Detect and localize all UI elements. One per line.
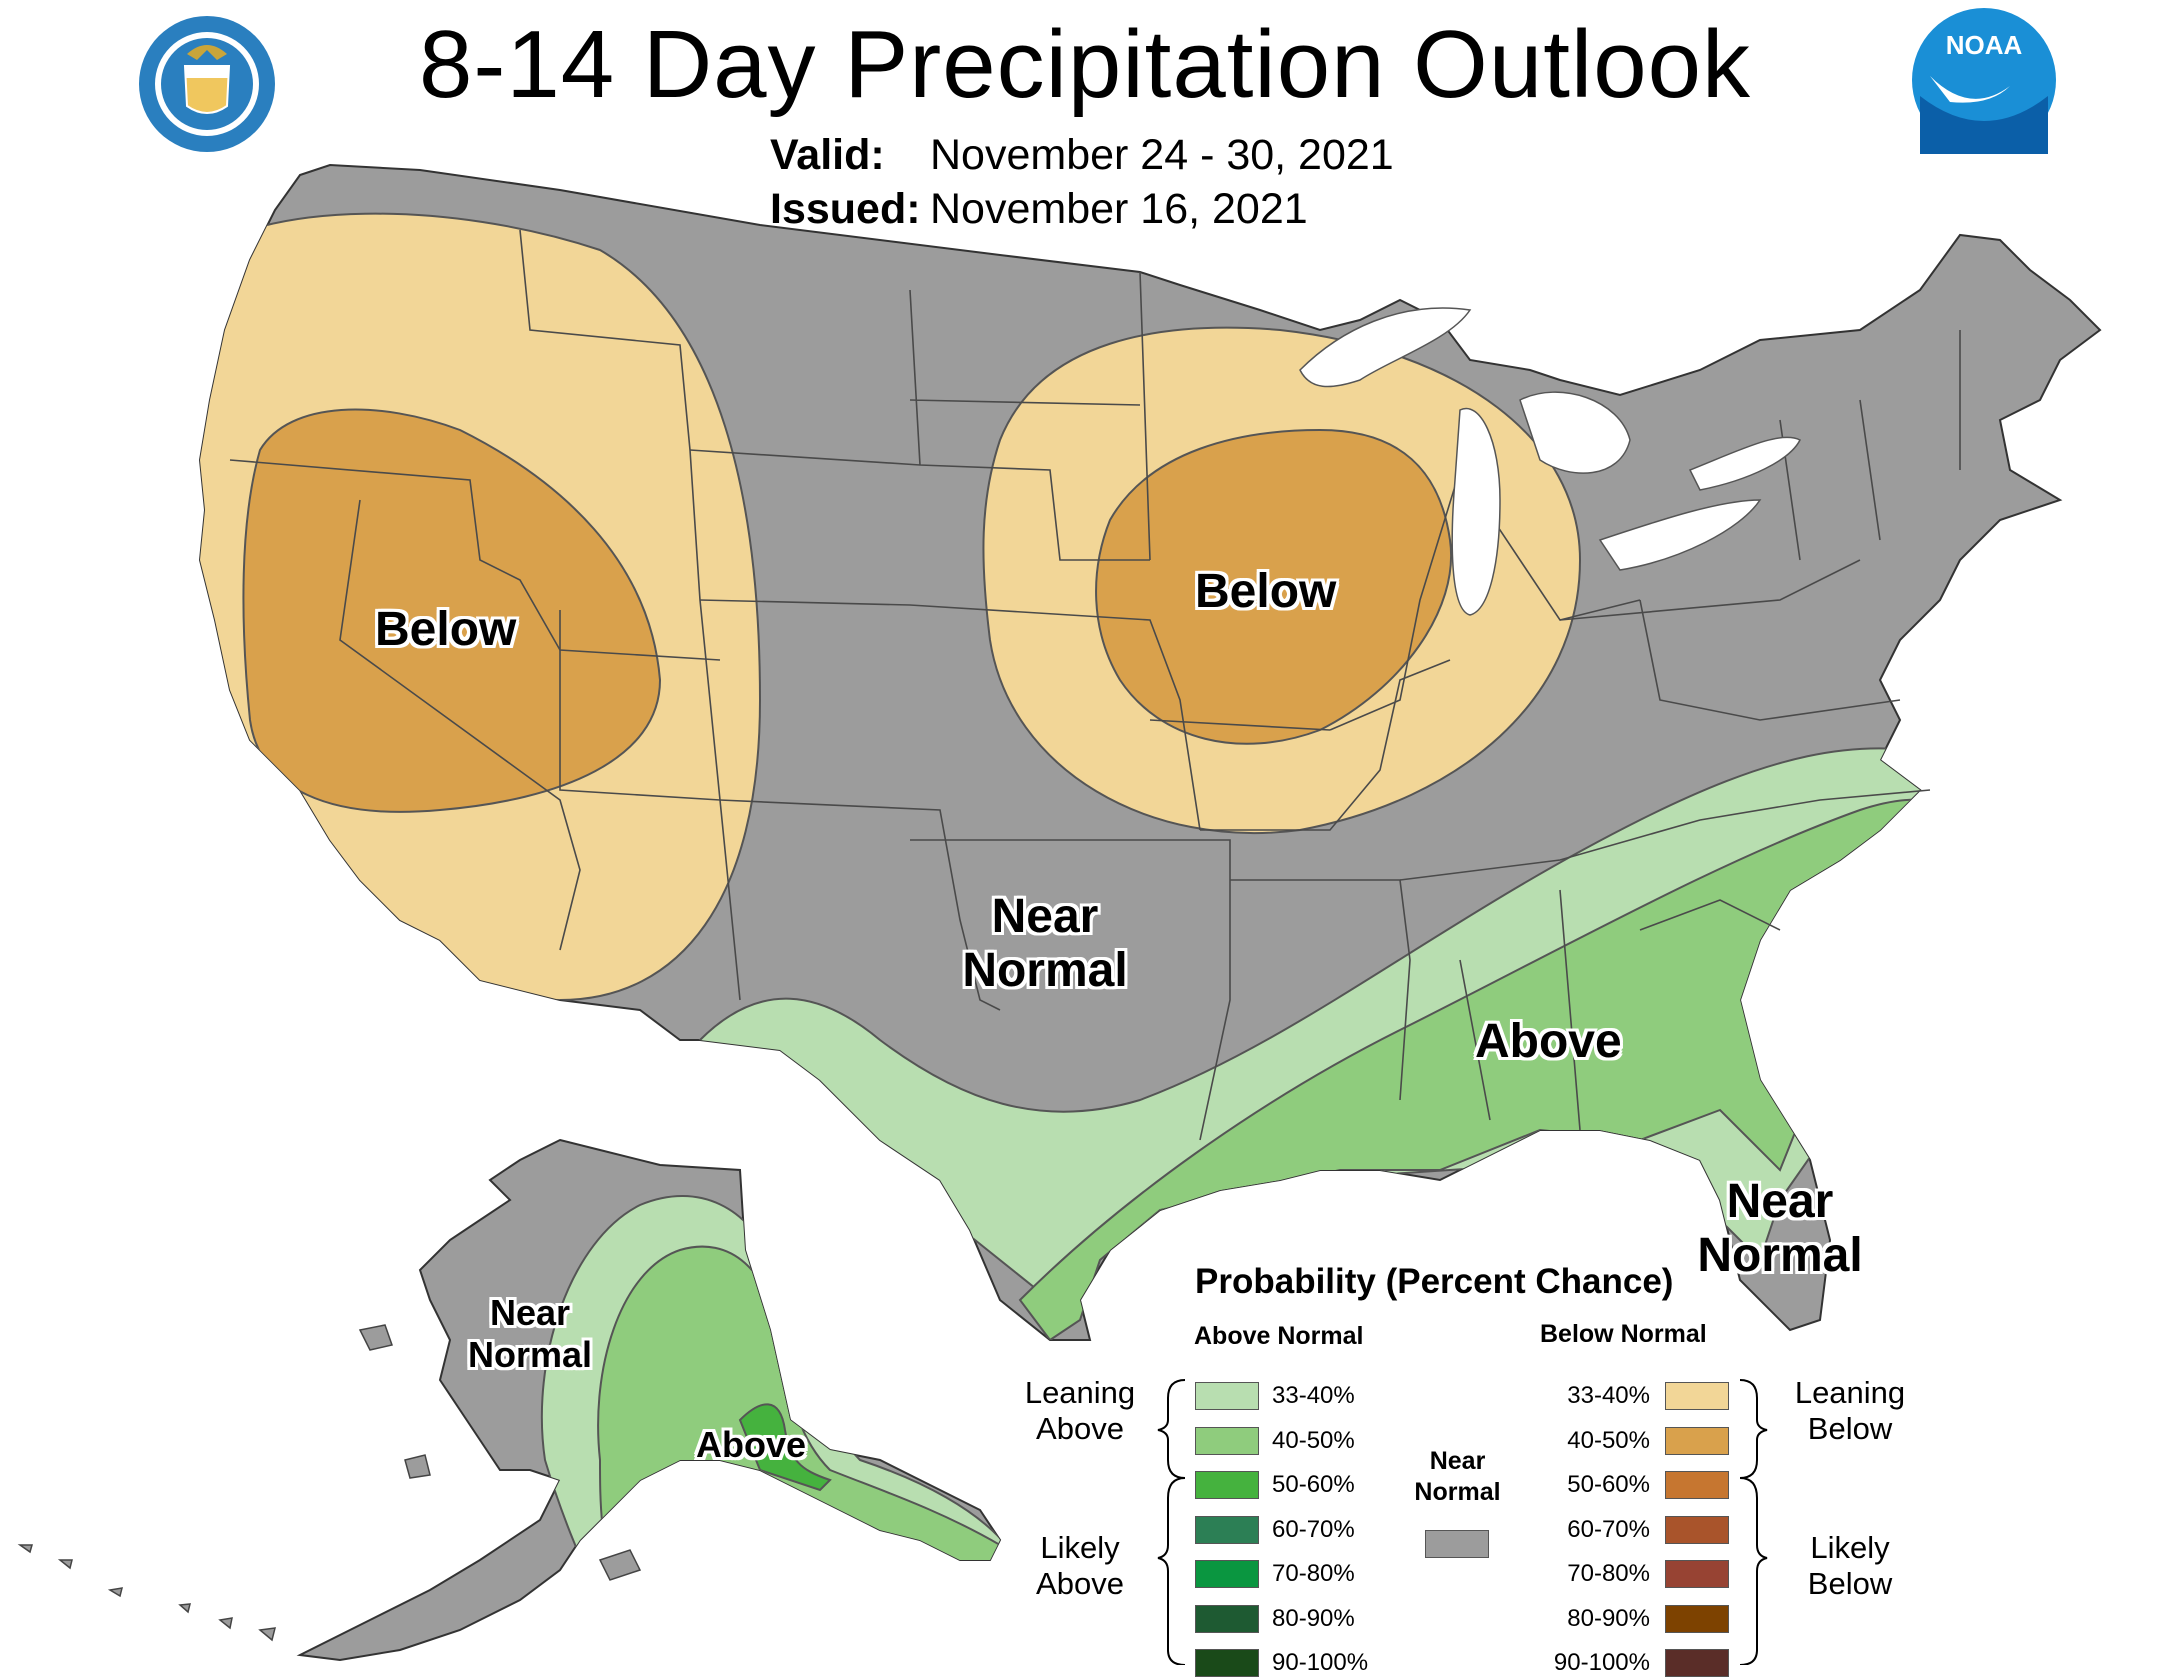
legend-leaning-above: Leaning Above — [1010, 1375, 1150, 1447]
valid-row: Valid: November 24 - 30, 2021 — [770, 128, 1394, 182]
west-below-40-50-region — [242, 408, 662, 813]
legend-near-normal-swatch — [1425, 1530, 1489, 1558]
legend-below-swatch: #7d4200 — [1665, 1604, 1729, 1633]
legend-below-range: 80-90% — [1567, 1604, 1650, 1632]
label-florida-near-line2: Normal — [1697, 1229, 1863, 1282]
legend-below-range: 90-100% — [1553, 1649, 1650, 1676]
legend-below-row: #f2d697 33-40% — [0, 1382, 2160, 1410]
legend-above-swatch: #8fcc7d — [1195, 1426, 1259, 1455]
legend-below-row: #d9a14c 40-50% — [0, 1426, 2160, 1455]
legend-below-range: 40-50% — [1567, 1426, 1650, 1454]
legend-below-swatch: #f2d697 — [1665, 1382, 1729, 1410]
legend-brackets — [1157, 1379, 1768, 1665]
label-alaska-near-line1: Near — [489, 1292, 571, 1333]
legend-below-swatch: #974333 — [1665, 1560, 1729, 1588]
noaa-logo: NOAA — [1912, 8, 2056, 154]
legend-likely-below-line1: Likely — [1810, 1530, 1890, 1565]
legend-near-line2: Normal — [1414, 1478, 1501, 1506]
legend-above-swatch: #0a9640 — [1195, 1560, 1259, 1588]
label-florida-near-normal: Near Normal — [1690, 1175, 1870, 1283]
legend-above-range: 40-50% — [1272, 1426, 1355, 1454]
label-southeast-above: Above — [1475, 1015, 1622, 1068]
legend-below-row: #974333 70-80% — [0, 1560, 2160, 1588]
label-midwest-below: Below — [1195, 565, 1337, 618]
legend-above-range: 70-80% — [1272, 1560, 1355, 1587]
legend-leaning-above-line1: Leaning — [1024, 1375, 1136, 1410]
legend-above-row: #45b23e 50-60% — [0, 1471, 2160, 1499]
label-south-near-line1: Near — [991, 890, 1099, 943]
legend-leaning-below: Leaning Below — [1775, 1375, 1925, 1447]
legend-below-swatch: #d9a14c — [1665, 1426, 1729, 1455]
legend-above-swatch: #1e5a32 — [1195, 1604, 1259, 1633]
legend-likely-above: Likely Above — [1010, 1530, 1150, 1602]
legend-near-normal-label: Near Normal — [1400, 1446, 1515, 1508]
legend-below-row: #c67630 50-60% — [0, 1471, 2160, 1499]
legend-above-row: #8fcc7d 40-50% — [0, 1426, 2160, 1455]
issued-date: November 16, 2021 — [930, 185, 1308, 233]
legend-above-row: #2c7f55 60-70% — [0, 1515, 2160, 1544]
conus-map — [198, 163, 2102, 1341]
issued-label: Issued: — [770, 185, 921, 233]
legend-above-range: 50-60% — [1272, 1471, 1355, 1498]
legend-below-range: 60-70% — [1567, 1515, 1650, 1543]
label-west-below: Below — [375, 603, 517, 656]
legend-below-swatch: #5a2d28 — [1665, 1649, 1729, 1677]
legend-above-range: 33-40% — [1272, 1382, 1355, 1409]
legend-title: Probability (Percent Chance) — [1195, 1262, 1674, 1301]
issued-row: Issued: November 16, 2021 — [770, 182, 1394, 236]
great-lakes — [1299, 307, 1802, 616]
legend-near-line1: Near — [1429, 1447, 1486, 1475]
valid-label: Valid: — [770, 131, 885, 179]
legend-leaning-below-line2: Below — [1807, 1411, 1893, 1446]
legend-leaning-above-line2: Above — [1036, 1411, 1124, 1446]
legend-above-swatch: #b8deb0 — [1195, 1382, 1259, 1410]
valid-dates: November 24 - 30, 2021 — [930, 131, 1394, 179]
legend-above-range: 60-70% — [1272, 1515, 1355, 1543]
legend-below-range: 33-40% — [1567, 1382, 1650, 1409]
legend-below-row: #7d4200 80-90% — [0, 1604, 2160, 1633]
alaska-above-50-60-region — [738, 1403, 832, 1492]
legend-below-row: #a9542b 60-70% — [0, 1515, 2160, 1544]
legend-above-range: 80-90% — [1272, 1604, 1355, 1632]
page-title: 8-14 Day Precipitation Outlook — [419, 11, 1751, 118]
legend-below-header: Below Normal — [1540, 1320, 1707, 1348]
alaska-islands — [17, 1324, 642, 1642]
legend-above-swatch: #2c7f55 — [1195, 1515, 1259, 1544]
legend-above-header: Above Normal — [1194, 1322, 1364, 1350]
label-florida-near-line1: Near — [1726, 1175, 1834, 1228]
legend-likely-below-line2: Below — [1807, 1566, 1893, 1601]
legend-leaning-below-line1: Leaning — [1794, 1375, 1906, 1410]
label-alaska-near-line2: Normal — [467, 1334, 593, 1375]
legend-below-swatch: #c67630 — [1665, 1471, 1729, 1499]
midwest-below-40-50-region — [1095, 428, 1453, 745]
legend-likely-above-line2: Above — [1036, 1566, 1124, 1601]
legend-below-range: 70-80% — [1567, 1560, 1650, 1587]
legend-above-row: #0a9640 70-80% — [0, 1560, 2160, 1588]
label-alaska-near-normal: Near Normal — [460, 1292, 600, 1376]
legend-below-range: 50-60% — [1567, 1471, 1650, 1498]
legend-below-row: #5a2d28 90-100% — [0, 1649, 2160, 1677]
legend-above-row: #1e5a32 80-90% — [0, 1604, 2160, 1633]
legend-above-swatch: #45b23e — [1195, 1471, 1259, 1499]
legend-likely-above-line1: Likely — [1040, 1530, 1120, 1565]
label-south-near-line2: Normal — [962, 944, 1128, 997]
label-south-near-normal: Near Normal — [960, 890, 1130, 998]
department-of-commerce-seal — [139, 16, 275, 152]
legend-above-row: #b8deb0 33-40% — [0, 1382, 2160, 1410]
noaa-logo-text: NOAA — [1946, 30, 2023, 60]
label-alaska-above: Above — [696, 1424, 807, 1465]
date-block: Valid: November 24 - 30, 2021 Issued: Nove… — [770, 128, 1394, 236]
legend-likely-below: Likely Below — [1775, 1530, 1925, 1602]
legend-below-swatch: #a9542b — [1665, 1515, 1729, 1544]
